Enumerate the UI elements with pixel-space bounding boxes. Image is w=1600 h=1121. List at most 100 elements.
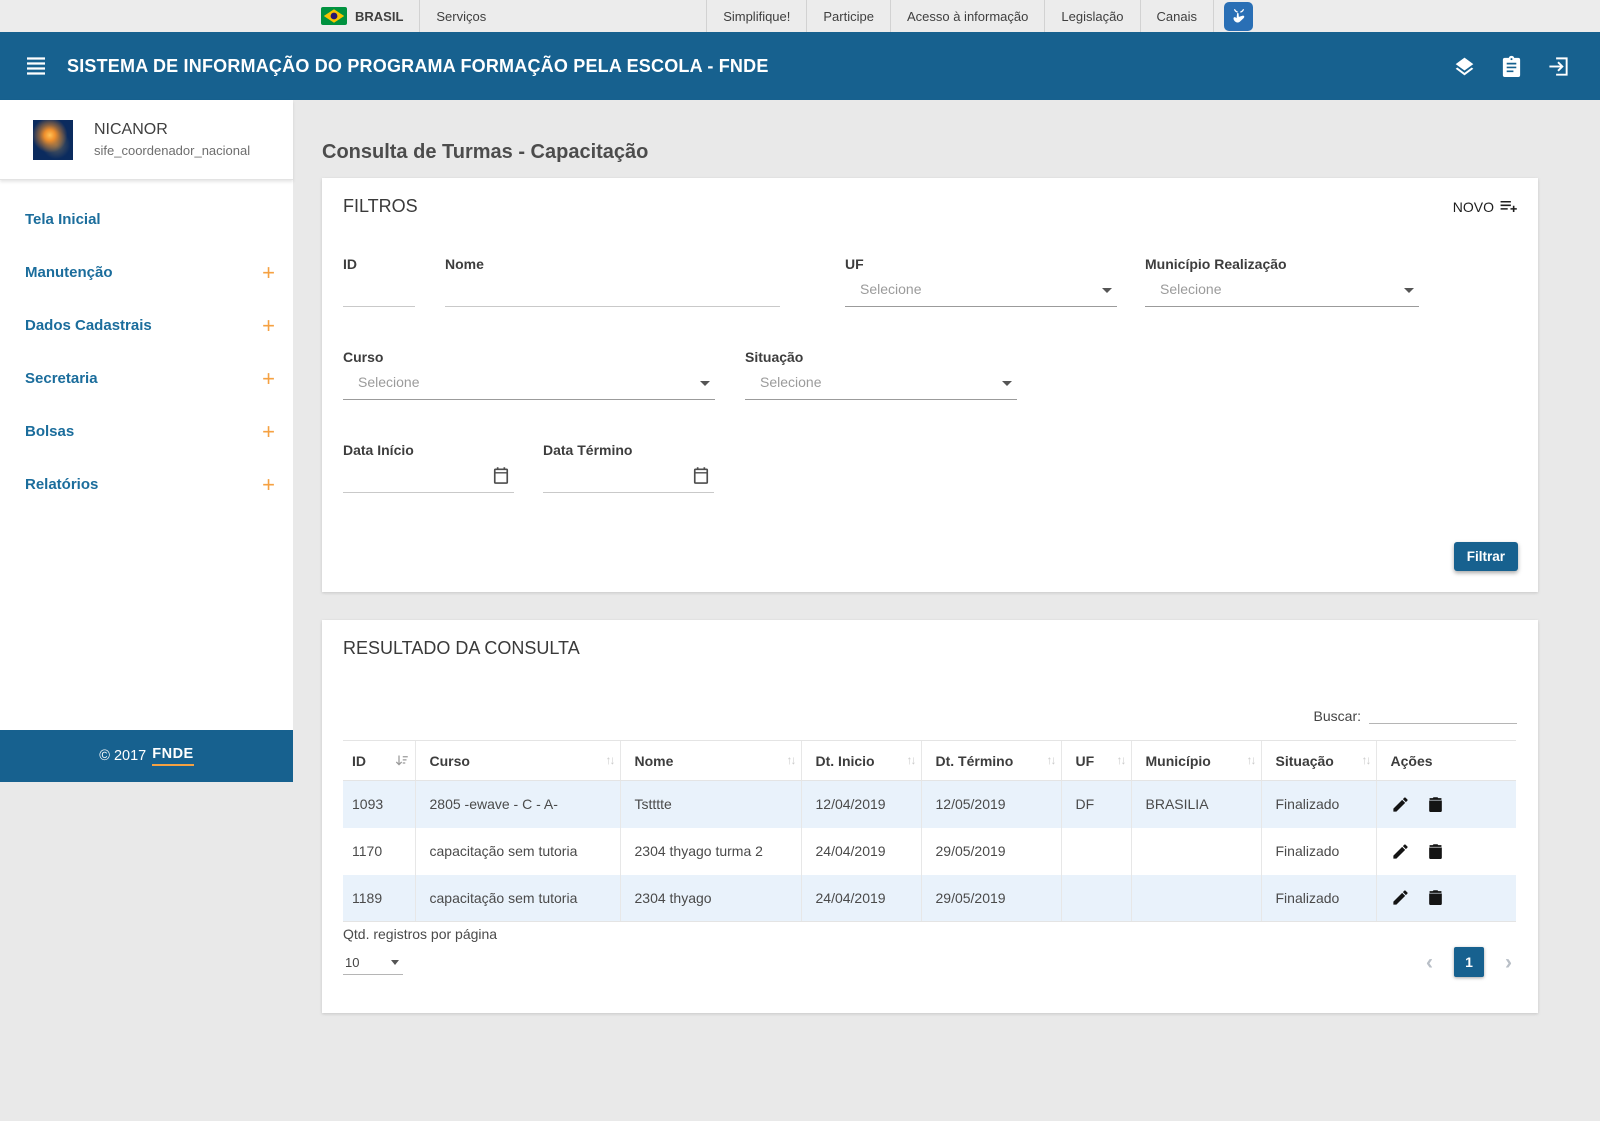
delete-icon[interactable] (1426, 888, 1445, 907)
sidebar-item-relatorios[interactable]: Relatórios + (0, 458, 293, 511)
cell-dt-termino: 12/05/2019 (920, 780, 1061, 828)
expand-plus-icon: + (262, 418, 275, 444)
column-header-curso[interactable]: Curso ↑↓ (414, 740, 620, 781)
sidebar-item-label: Tela Inicial (25, 211, 101, 228)
sidebar-nav: Tela Inicial Manutenção + Dados Cadastra… (0, 180, 293, 511)
filter-data-termino-label: Data Término (543, 442, 633, 458)
vlibras-accessibility-icon[interactable] (1224, 1, 1253, 31)
filter-field-situacao: Situação Selecione (745, 349, 1017, 400)
column-header-dt-termino[interactable]: Dt. Término ↑↓ (920, 740, 1061, 781)
cell-uf (1060, 874, 1131, 922)
cell-nome: 2304 thyago (619, 874, 801, 922)
clipboard-icon[interactable] (1500, 55, 1523, 78)
fnde-link[interactable]: FNDE (152, 746, 194, 766)
pagination: ‹ 1 › (1426, 947, 1512, 977)
menu-icon[interactable] (24, 54, 48, 78)
calendar-icon[interactable] (691, 466, 711, 486)
sort-icon: ↑↓ (1046, 753, 1057, 767)
filter-situacao-label: Situação (745, 349, 804, 365)
cell-municipio: BRASILIA (1130, 780, 1261, 828)
sidebar-footer: © 2017 FNDE (0, 730, 293, 782)
layers-icon[interactable] (1453, 55, 1476, 78)
cell-acoes (1375, 827, 1516, 875)
prev-page-icon[interactable]: ‹ (1426, 950, 1433, 974)
select-placeholder: Selecione (760, 374, 822, 390)
filter-id-input[interactable] (343, 272, 415, 307)
column-header-acoes: Ações (1375, 740, 1516, 781)
chevron-down-icon (700, 381, 710, 386)
per-page-value: 10 (345, 954, 360, 970)
delete-icon[interactable] (1426, 842, 1445, 861)
govbar-item-simplifique[interactable]: Simplifique! (706, 0, 806, 32)
column-header-situacao[interactable]: Situação ↑↓ (1260, 740, 1376, 781)
table-row[interactable]: 1189 capacitação sem tutoria 2304 thyago… (343, 874, 1516, 922)
expand-plus-icon: + (262, 259, 275, 285)
cell-acoes (1375, 780, 1516, 828)
novo-label: NOVO (1452, 198, 1494, 215)
sidebar-item-bolsas[interactable]: Bolsas + (0, 405, 293, 458)
filter-field-id: ID (343, 256, 415, 307)
filter-municipio-select[interactable]: Selecione (1145, 272, 1419, 307)
sidebar-item-tela-inicial[interactable]: Tela Inicial (0, 193, 293, 246)
search-group: Buscar: (1314, 704, 1517, 724)
playlist-add-icon (1500, 200, 1517, 213)
per-page-select[interactable]: 10 (343, 950, 403, 975)
app-header: SISTEMA DE INFORMAÇÃO DO PROGRAMA FORMAÇ… (0, 32, 1600, 100)
next-page-icon[interactable]: › (1505, 950, 1512, 974)
cell-municipio (1130, 827, 1261, 875)
edit-icon[interactable] (1391, 795, 1410, 814)
filter-field-municipio: Município Realização Selecione (1145, 256, 1419, 307)
results-table-body: 1093 2805 -ewave - C - A- Tstttte 12/04/… (343, 780, 1516, 922)
filter-field-uf: UF Selecione (845, 256, 1117, 307)
govbar-item-servicos[interactable]: Serviços (436, 8, 487, 24)
filtrar-button[interactable]: Filtrar (1453, 542, 1518, 571)
cell-municipio (1130, 874, 1261, 922)
column-header-dt-inicio[interactable]: Dt. Inicio ↑↓ (800, 740, 921, 781)
column-header-id[interactable]: ID (343, 740, 415, 781)
cell-nome: Tstttte (619, 780, 801, 828)
gov-brand-label: BRASIL (355, 8, 404, 24)
govbar-item-participe[interactable]: Participe (806, 0, 890, 32)
sort-icon: ↑↓ (786, 753, 797, 767)
chevron-down-icon (391, 959, 399, 965)
sidebar-item-dados-cadastrais[interactable]: Dados Cadastrais + (0, 299, 293, 352)
sidebar-item-manutencao[interactable]: Manutenção + (0, 246, 293, 299)
edit-icon[interactable] (1391, 888, 1410, 907)
filter-data-inicio-input[interactable] (343, 458, 514, 493)
cell-uf: DF (1060, 780, 1131, 828)
filter-municipio-label: Município Realização (1145, 256, 1287, 272)
filter-situacao-select[interactable]: Selecione (745, 365, 1017, 400)
table-row[interactable]: 1093 2805 -ewave - C - A- Tstttte 12/04/… (343, 780, 1516, 828)
filter-curso-select[interactable]: Selecione (343, 365, 715, 400)
govbar-item-canais[interactable]: Canais (1139, 0, 1214, 32)
table-row[interactable]: 1170 capacitação sem tutoria 2304 thyago… (343, 827, 1516, 875)
novo-button[interactable]: NOVO (1453, 197, 1518, 216)
current-page-button[interactable]: 1 (1454, 947, 1484, 977)
delete-icon[interactable] (1426, 795, 1445, 814)
filter-uf-select[interactable]: Selecione (845, 272, 1117, 307)
edit-icon[interactable] (1391, 842, 1410, 861)
filter-data-termino-input[interactable] (543, 458, 714, 493)
user-avatar (33, 119, 73, 160)
filter-nome-input[interactable] (445, 272, 780, 307)
sort-icon: ↑↓ (1116, 753, 1127, 767)
column-header-nome[interactable]: Nome ↑↓ (619, 740, 801, 781)
brasil-gov-link[interactable]: BRASIL (305, 0, 421, 32)
govbar-item-legislacao[interactable]: Legislação (1044, 0, 1139, 32)
copyright-text: © 2017 (99, 748, 147, 764)
calendar-icon[interactable] (491, 466, 511, 486)
filters-title: FILTROS (343, 196, 418, 216)
table-header-row: ID Curso ↑↓ Nome ↑↓ Dt. Inicio ↑↓ Dt. Térmi… (343, 740, 1516, 781)
sidebar: NICANOR sife_coordenador_nacional Tela I… (0, 100, 293, 782)
column-header-municipio[interactable]: Município ↑↓ (1130, 740, 1261, 781)
govbar-item-acesso-informacao[interactable]: Acesso à informação (889, 0, 1044, 32)
logout-icon[interactable] (1547, 55, 1570, 78)
user-role: sife_coordenador_nacional (94, 143, 251, 158)
sidebar-item-secretaria[interactable]: Secretaria + (0, 352, 293, 405)
per-page-label: Qtd. registros por página (343, 926, 498, 942)
sort-icon: ↑↓ (605, 753, 616, 767)
search-input[interactable] (1369, 704, 1517, 724)
brazil-flag-icon (321, 7, 347, 25)
app-title: SISTEMA DE INFORMAÇÃO DO PROGRAMA FORMAÇ… (67, 55, 769, 76)
column-header-uf[interactable]: UF ↑↓ (1060, 740, 1131, 781)
